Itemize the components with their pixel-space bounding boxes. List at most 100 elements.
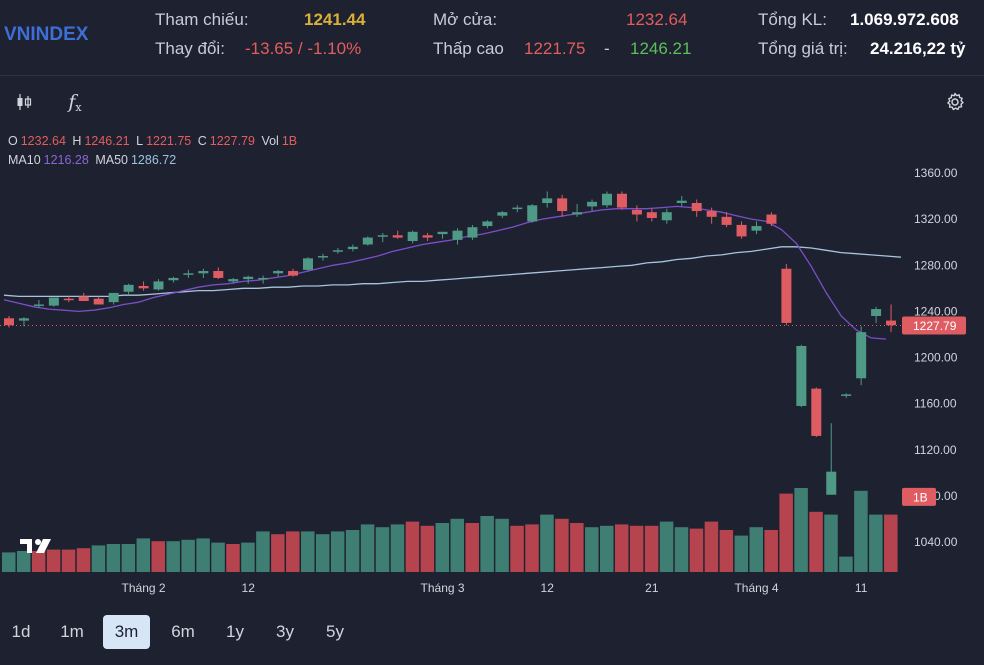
total-volume-label: Tổng KL:	[758, 10, 827, 29]
volume-bar	[375, 527, 390, 572]
volume-bar	[719, 530, 734, 572]
volume-bar	[884, 514, 898, 572]
candle-body	[841, 394, 852, 396]
candle-body	[766, 214, 777, 224]
volume-bar	[286, 531, 300, 572]
total-value-label: Tổng giá trị:	[758, 39, 848, 58]
candle-body	[258, 277, 269, 280]
candle-body	[527, 205, 538, 222]
volume-bar	[405, 521, 420, 572]
volume-bar	[644, 525, 659, 572]
legend-ma50-value: 1286.72	[130, 153, 177, 167]
legend-high: 1246.21	[84, 134, 130, 148]
volume-bar	[839, 556, 853, 572]
volume-bar	[330, 531, 345, 572]
ma-legend: MA10 1216.28 MA50 1286.72	[8, 153, 179, 167]
volume-bar	[495, 518, 509, 572]
last-price-badge	[902, 316, 966, 335]
change-label: Thay đổi:	[155, 39, 225, 58]
candle-body	[616, 193, 627, 208]
candle-body	[168, 277, 179, 281]
legend-vol-label: Vol	[261, 134, 279, 148]
candle-body	[811, 388, 822, 436]
legend-close: 1227.79	[209, 134, 255, 148]
candle-body	[826, 471, 837, 495]
candle-body	[871, 309, 882, 316]
candlestick-icon[interactable]	[12, 90, 36, 114]
y-tick-label: 1120.00	[914, 443, 957, 457]
volume-bar	[360, 524, 375, 572]
ma50-series-line	[3, 246, 902, 298]
volume-bar	[31, 551, 46, 572]
candle-body	[572, 212, 583, 215]
candle-body	[856, 332, 867, 379]
volume-bar	[600, 525, 614, 572]
candle-body	[362, 237, 373, 245]
volume-bar	[764, 530, 778, 572]
volume-bar	[61, 549, 76, 572]
y-tick-label: 1240.00	[914, 304, 958, 318]
volume-bar	[106, 544, 121, 572]
candle-body	[123, 284, 134, 292]
price-chart[interactable]: 1040.001080.001120.001160.001200.001240.…	[0, 150, 984, 600]
range-button-1d[interactable]: 1d	[11, 622, 31, 641]
y-tick-label: 1320.00	[914, 212, 958, 226]
candle-body	[78, 296, 89, 301]
symbol-title[interactable]: VNINDEX	[4, 24, 89, 45]
legend-ma10-value: 1216.28	[43, 153, 89, 167]
legend-low: 1221.75	[146, 134, 192, 148]
volume-badge	[902, 487, 936, 506]
candle-body	[631, 209, 642, 215]
volume-bar	[16, 551, 31, 572]
candle-body	[93, 298, 104, 305]
volume-bar	[704, 521, 719, 572]
candle-body	[4, 318, 14, 326]
volume-bar	[91, 545, 106, 572]
candle-body	[407, 231, 418, 242]
volume-bar	[659, 521, 674, 572]
volume-bar	[450, 518, 464, 572]
volume-bar	[226, 544, 240, 572]
legend-ma10-label: MA10	[8, 153, 41, 167]
x-tick-label: 11	[855, 581, 868, 595]
candle-body	[422, 235, 433, 238]
volume-bar	[525, 524, 539, 572]
candle-body	[33, 304, 44, 306]
open-value: 1232.64	[626, 10, 688, 29]
volume-bar	[256, 531, 270, 572]
volume-bar	[674, 527, 689, 572]
candle-body	[796, 345, 807, 406]
range-button-1y[interactable]: 1y	[226, 622, 244, 641]
range-button-1m[interactable]: 1m	[60, 622, 84, 641]
candle-body	[48, 297, 59, 306]
candle-body	[288, 271, 299, 276]
x-tick-label: 21	[645, 581, 659, 595]
candle-body	[392, 235, 403, 238]
candle-body	[273, 271, 284, 274]
volume-bar	[166, 541, 180, 572]
range-button-3m[interactable]: 3m	[103, 615, 150, 649]
range-button-5y[interactable]: 5y	[326, 622, 344, 641]
volume-bar	[420, 525, 435, 572]
candle-body	[691, 202, 702, 212]
volume-bar	[510, 525, 524, 572]
volume-bar	[2, 552, 16, 572]
legend-c-label: C	[197, 134, 207, 148]
candle-body	[243, 276, 254, 280]
volume-bar	[854, 490, 868, 572]
gear-icon[interactable]	[943, 90, 967, 114]
range-button-3y[interactable]: 3y	[276, 622, 294, 641]
candle-body	[706, 211, 717, 217]
volume-bar	[480, 516, 494, 572]
candle-body	[557, 198, 568, 212]
candle-body	[646, 212, 657, 218]
volume-bar	[46, 549, 61, 572]
candle-body	[437, 231, 448, 235]
candle-body	[886, 320, 897, 326]
range-button-6m[interactable]: 6m	[171, 622, 195, 641]
y-tick-label: 1360.00	[914, 166, 958, 180]
x-tick-label: Tháng 3	[421, 581, 465, 595]
x-tick-label: Tháng 4	[734, 581, 778, 595]
quote-header: VNINDEX Tham chiếu: 1241.44 Thay đổi: -1…	[0, 0, 984, 76]
